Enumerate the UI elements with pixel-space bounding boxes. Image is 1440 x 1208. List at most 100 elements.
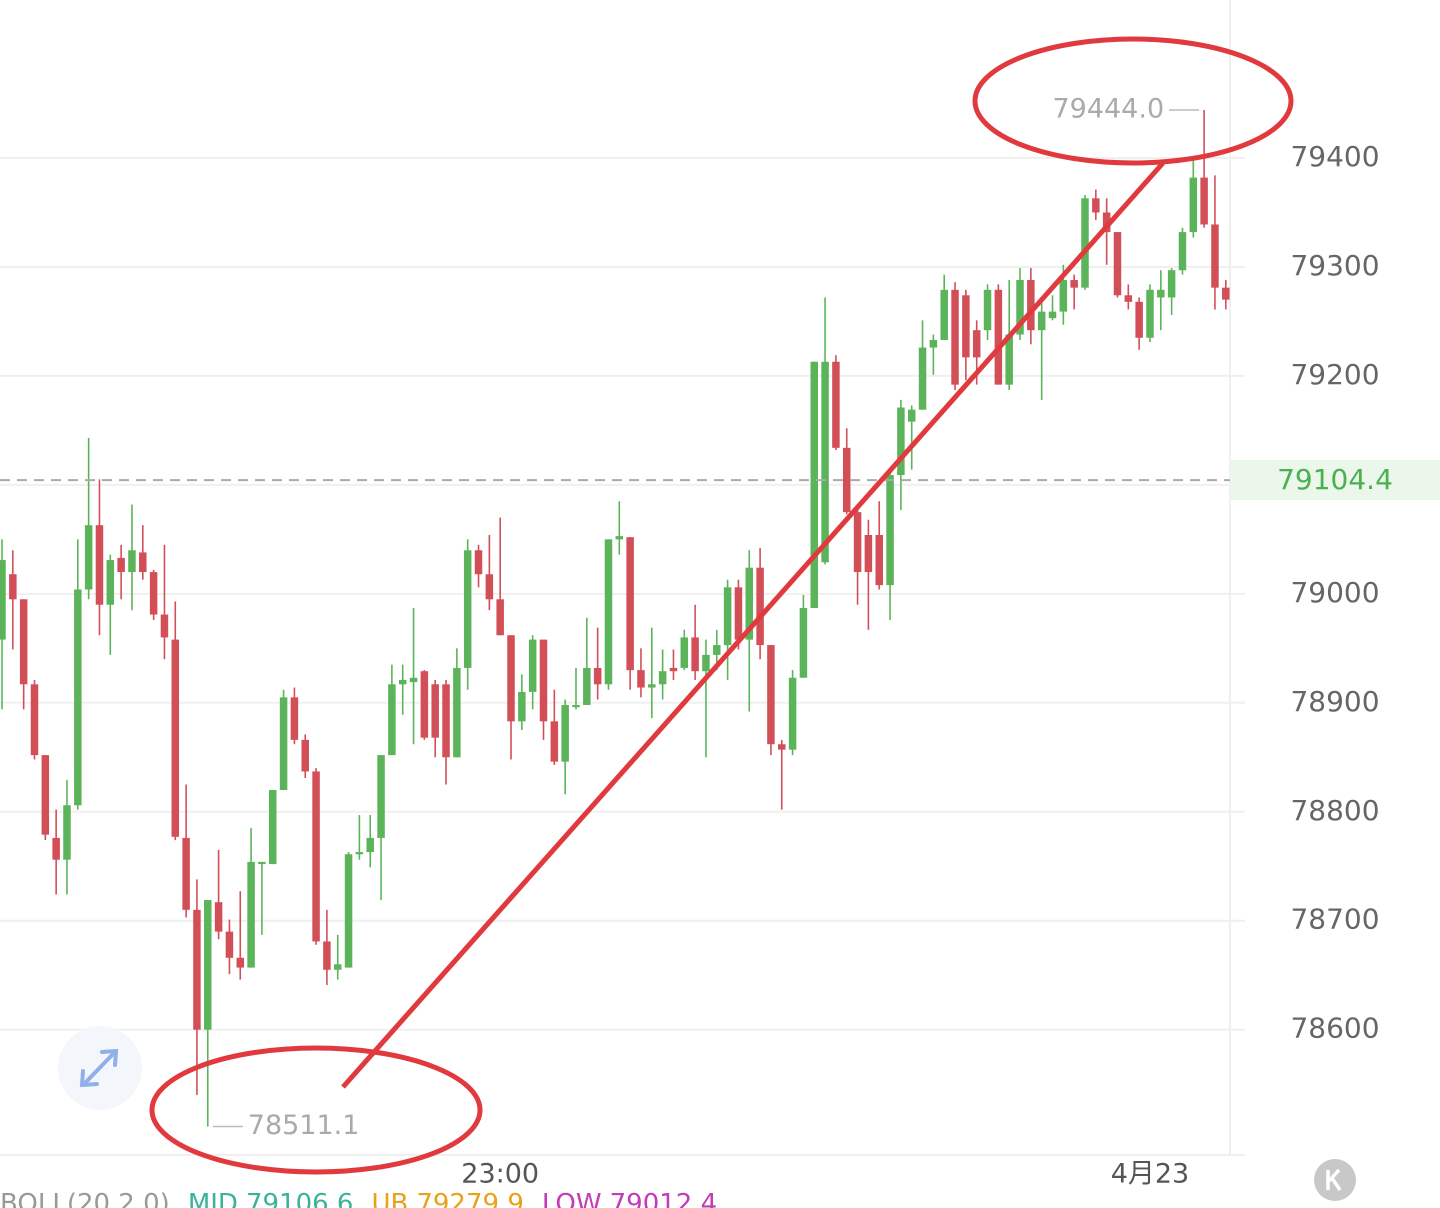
- annotation-label: 78511.1: [248, 1110, 360, 1141]
- last-price-box: [1230, 460, 1440, 501]
- candle-body: [442, 684, 450, 758]
- candle-body: [139, 552, 147, 573]
- x-tick-label: 23:00: [461, 1159, 539, 1190]
- drawn-annotation: [149, 36, 1294, 1175]
- candle-body: [1070, 280, 1078, 288]
- annotation-label: 79444.0: [1052, 94, 1164, 125]
- candle-body: [290, 697, 299, 740]
- candle-body: [63, 805, 71, 860]
- indicator-text: UB: [371, 1189, 408, 1208]
- candle-body: [691, 637, 699, 672]
- candle-body: [897, 407, 905, 476]
- candle-body: [128, 550, 136, 573]
- candle-body: [832, 361, 840, 448]
- candle-body: [929, 339, 938, 348]
- candle-body: [669, 667, 678, 672]
- candle-body: [431, 684, 439, 738]
- candle-body: [9, 574, 17, 600]
- candle-body: [398, 679, 407, 685]
- candle-body: [323, 941, 331, 970]
- candle-body: [1222, 287, 1230, 300]
- candle-body: [1146, 289, 1154, 338]
- candle-body: [528, 639, 537, 692]
- candle-body: [1092, 198, 1100, 213]
- candle-body: [171, 639, 180, 837]
- y-tick-label: 78700: [1290, 903, 1379, 936]
- candle-body: [983, 289, 992, 331]
- candle-body: [312, 771, 320, 942]
- candle-body: [539, 639, 548, 722]
- candle-body: [214, 902, 223, 932]
- x-tick-label: 4月23: [1111, 1159, 1190, 1190]
- candle-body: [1081, 198, 1089, 288]
- candle-body: [269, 789, 277, 865]
- candle-body: [940, 289, 948, 340]
- candle-body: [723, 587, 732, 646]
- candle-body: [1211, 224, 1219, 288]
- candle-body: [30, 684, 39, 756]
- indicator-text: 79012.4: [610, 1189, 718, 1208]
- kline-button[interactable]: [1314, 1159, 1356, 1201]
- candle-body: [994, 289, 1003, 385]
- candle-body: [377, 755, 385, 838]
- candle-body: [799, 608, 808, 678]
- candle-body: [680, 637, 689, 668]
- candle-body: [463, 550, 472, 668]
- candle-body: [853, 512, 862, 573]
- candle-body: [1113, 232, 1122, 296]
- y-tick-label: 78800: [1290, 794, 1379, 827]
- candle-body: [1037, 311, 1046, 331]
- candle-body: [583, 667, 591, 705]
- candle-body: [962, 295, 970, 358]
- candle-body: [160, 614, 169, 638]
- indicator-text: 79279.9: [416, 1189, 524, 1208]
- candle-body: [734, 587, 743, 640]
- indicator-text: MID: [188, 1189, 238, 1208]
- candle-body: [507, 635, 515, 722]
- candle-body: [74, 589, 82, 806]
- candle-body: [550, 721, 559, 762]
- candle-body: [518, 691, 526, 722]
- candle-body: [1027, 280, 1035, 331]
- candle-body: [1157, 289, 1165, 298]
- candle-body: [561, 704, 569, 762]
- candle-body: [474, 550, 483, 575]
- candle-body: [842, 447, 851, 513]
- candle-body: [84, 525, 93, 590]
- candle-body: [106, 560, 115, 605]
- candle-body: [1124, 295, 1133, 302]
- candle-body: [1167, 270, 1176, 298]
- candle-body: [225, 931, 234, 958]
- candle-body: [972, 330, 981, 358]
- overlay: 79104.4 79444.0 78511.1 BOLL(20,2,0) MID 7910…: [0, 94, 1440, 1208]
- candle-body: [204, 900, 212, 1030]
- candle-body: [886, 475, 894, 586]
- candle-body: [95, 525, 104, 605]
- candle-body: [149, 572, 158, 615]
- candle-body: [713, 645, 721, 655]
- candle-body: [247, 861, 255, 968]
- y-tick-label: 78600: [1290, 1012, 1379, 1045]
- trend-line: [341, 161, 1165, 1089]
- candle-body: [1048, 311, 1057, 319]
- circle-high: [972, 36, 1294, 166]
- y-tick-label: 79400: [1290, 140, 1379, 173]
- expand-button[interactable]: [58, 1026, 142, 1110]
- candle-body: [918, 347, 927, 410]
- candle-body: [810, 361, 818, 609]
- candle-body: [1135, 301, 1143, 338]
- candle-body: [1102, 212, 1111, 233]
- candle-body: [778, 744, 786, 750]
- candle-body: [864, 535, 873, 573]
- candle-body: [572, 704, 580, 708]
- candle-body: [1059, 280, 1068, 312]
- candle-body: [604, 539, 613, 685]
- indicator-text: 79106.6: [246, 1189, 354, 1208]
- candle-body: [0, 560, 6, 640]
- last-price-label: 79104.4: [1277, 463, 1393, 496]
- y-tick-label: 79300: [1290, 249, 1379, 282]
- candle-body: [279, 697, 288, 790]
- candle-body: [301, 739, 309, 772]
- candle-body: [41, 755, 50, 835]
